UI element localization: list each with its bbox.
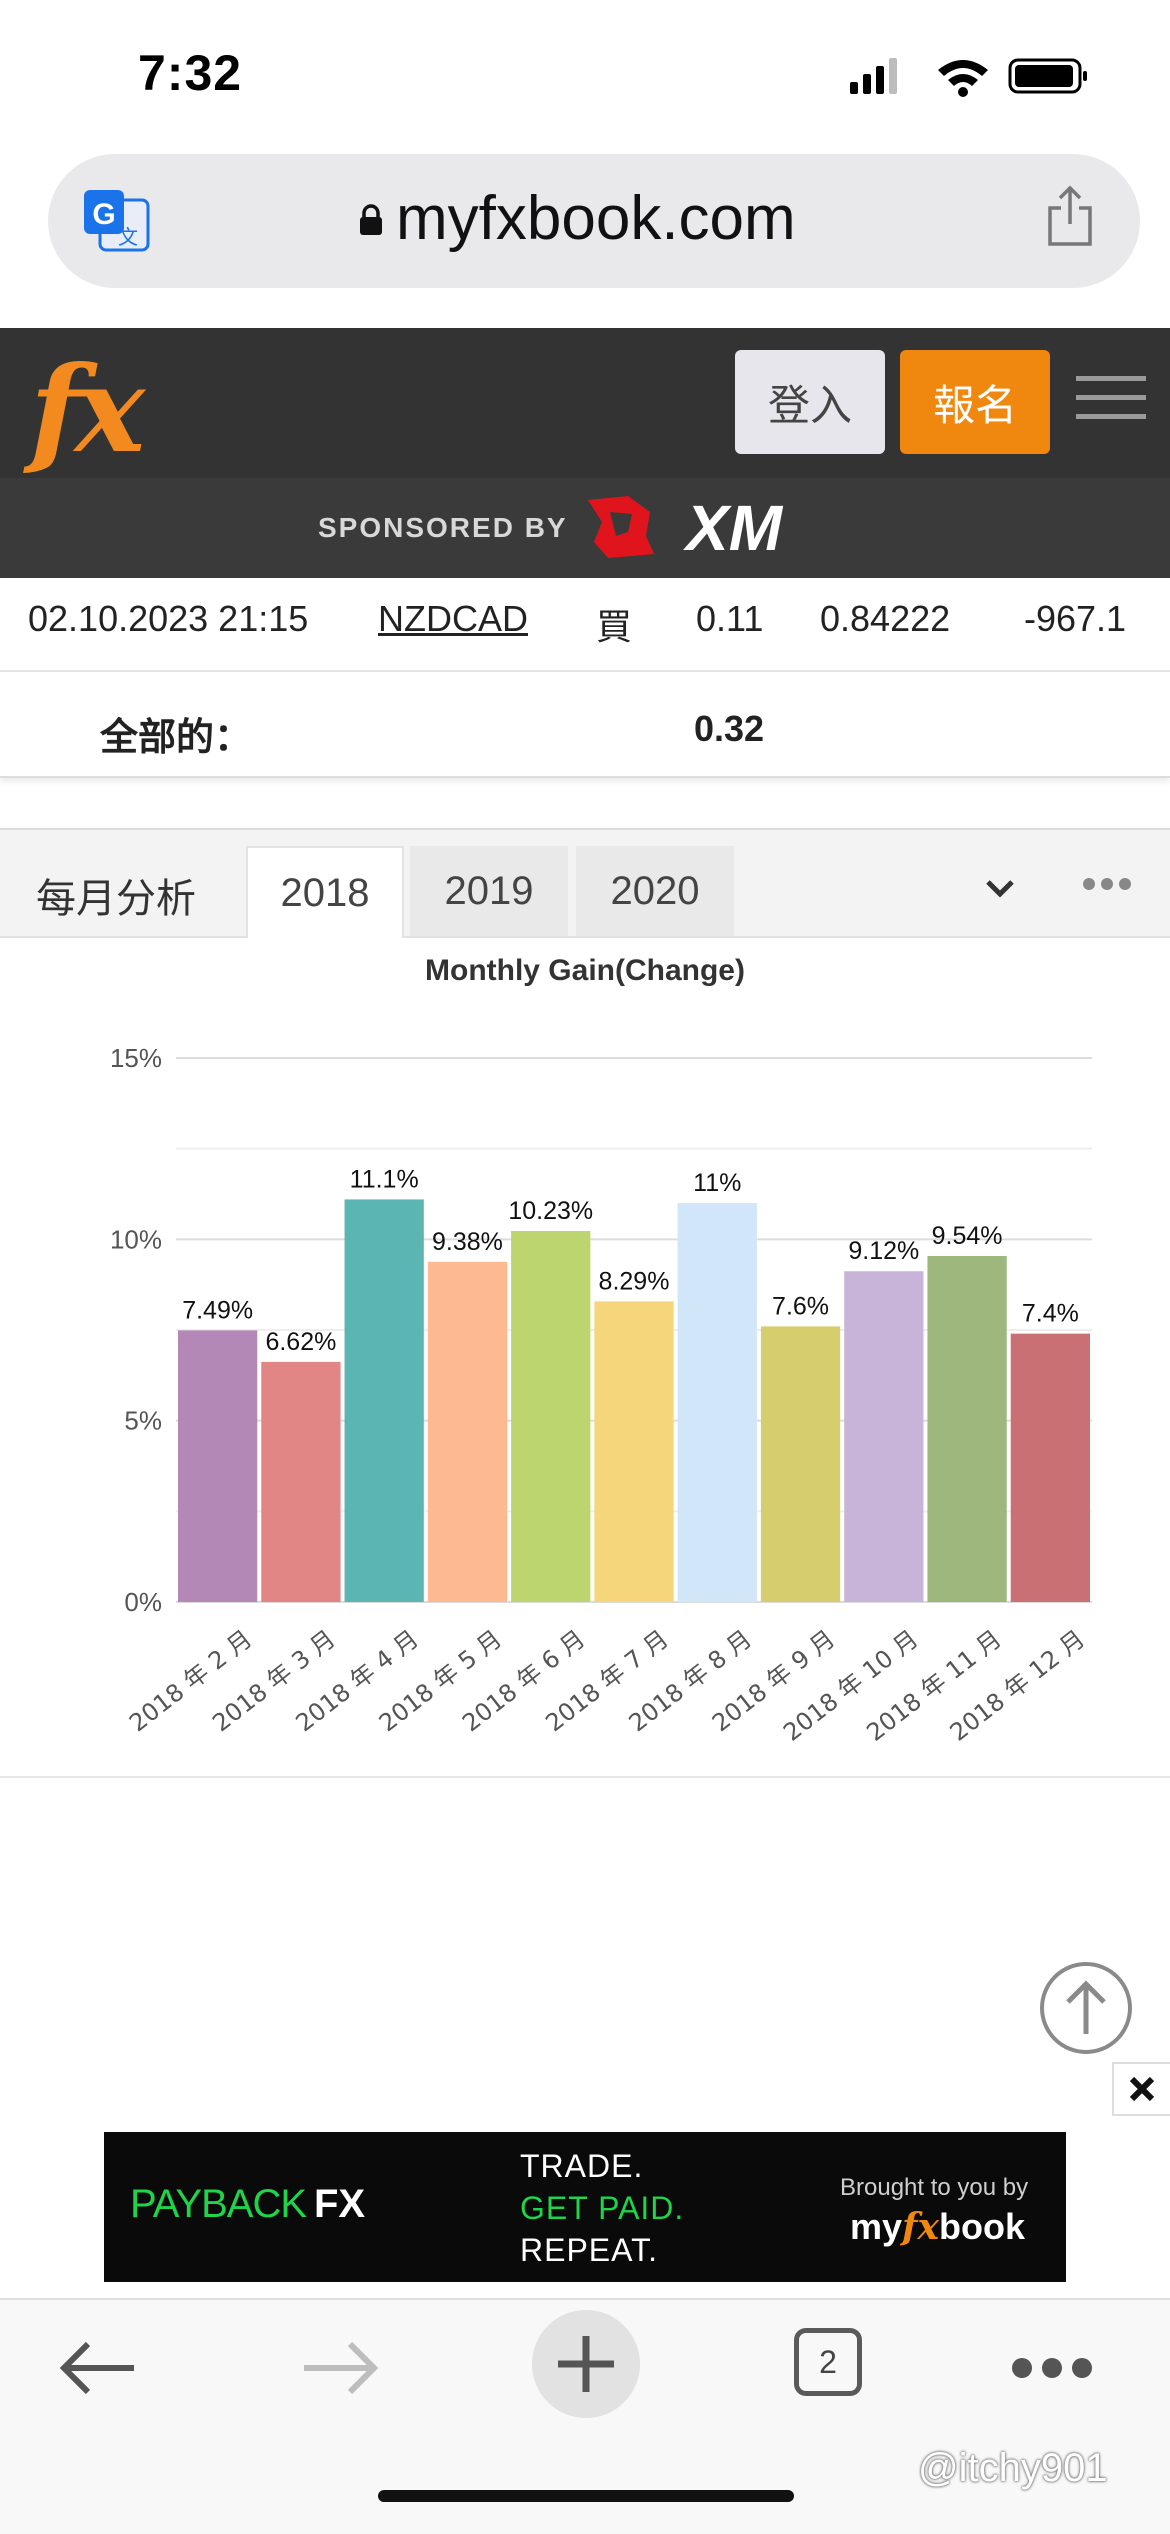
- bar[interactable]: [594, 1301, 674, 1602]
- bar-value-label: 7.4%: [1022, 1300, 1079, 1328]
- svg-text:文: 文: [118, 225, 138, 249]
- tab-2020[interactable]: 2020: [576, 846, 734, 936]
- bar[interactable]: [178, 1330, 258, 1602]
- bar-value-label: 10.23%: [508, 1197, 593, 1225]
- y-tick-label: 5%: [124, 1406, 162, 1436]
- ad-brought-by: Brought to you by: [840, 2174, 1029, 2201]
- sponsor-label: SPONSORED BY: [318, 512, 568, 543]
- home-indicator: [378, 2490, 794, 2502]
- battery-icon: [1008, 58, 1087, 94]
- svg-text:G: G: [92, 198, 115, 231]
- bar-value-label: 8.29%: [599, 1267, 670, 1295]
- ad-logo-fx: fx: [902, 2206, 939, 2248]
- forward-arrow-icon[interactable]: [300, 2338, 380, 2398]
- tabs-count-button[interactable]: 2: [794, 2328, 862, 2396]
- chart-title: Monthly Gain(Change): [425, 954, 745, 987]
- ad-myfxbook-logo: myfxbook: [850, 2206, 1025, 2248]
- site-logo[interactable]: fx: [30, 340, 145, 479]
- bar-value-label: 7.6%: [772, 1292, 829, 1320]
- trade-price: 0.84222: [820, 598, 951, 639]
- monthly-gain-chart: Monthly Gain(Change) 0% 5% 10% 15% 7.49% 6.6…: [110, 954, 1092, 1747]
- total-value: 0.32: [694, 708, 765, 749]
- y-tick-label: 10%: [110, 1224, 162, 1254]
- bar-value-label: 7.49%: [182, 1296, 253, 1324]
- signal-icon: [850, 58, 897, 94]
- sponsor-strip: [0, 478, 1170, 578]
- new-tab-button[interactable]: [532, 2310, 640, 2418]
- tab-2018[interactable]: 2018: [246, 846, 404, 938]
- address-bar[interactable]: [48, 154, 1140, 288]
- lock-icon: [360, 204, 382, 235]
- ad-logo-book: book: [938, 2206, 1025, 2247]
- y-tick-label: 15%: [110, 1043, 162, 1073]
- ad-logo-my: my: [850, 2206, 903, 2247]
- trade-lots: 0.11: [696, 598, 764, 639]
- share-icon[interactable]: [1044, 184, 1096, 248]
- ad-line-3: REPEAT.: [520, 2232, 658, 2268]
- menu-icon[interactable]: [1076, 374, 1146, 422]
- chart-bottom-divider: [0, 1776, 1170, 1778]
- url-text[interactable]: myfxbook.com: [396, 184, 796, 253]
- bar[interactable]: [844, 1271, 924, 1602]
- ad-line-1: TRADE.: [520, 2148, 644, 2184]
- ad-line-2: GET PAID.: [520, 2190, 685, 2226]
- trade-symbol-link[interactable]: NZDCAD: [378, 598, 528, 639]
- back-arrow-icon[interactable]: [58, 2338, 138, 2398]
- chevron-down-icon[interactable]: [984, 876, 1016, 900]
- ad-banner[interactable]: [104, 2132, 1066, 2282]
- close-ad-button[interactable]: [1112, 2062, 1170, 2116]
- trade-type: 買: [596, 606, 633, 647]
- bar[interactable]: [261, 1361, 341, 1602]
- bar[interactable]: [927, 1256, 1007, 1602]
- bar-value-label: 9.38%: [432, 1228, 503, 1256]
- y-axis-ticks: 0% 5% 10% 15%: [110, 1043, 162, 1617]
- bar[interactable]: [511, 1230, 591, 1602]
- bar-value-label: 11%: [693, 1169, 741, 1197]
- signup-button[interactable]: 報名: [900, 350, 1050, 454]
- section-title: 每月分析: [36, 877, 196, 921]
- more-menu-icon[interactable]: [1010, 2356, 1094, 2380]
- bar[interactable]: [760, 1326, 841, 1602]
- bar-value-label: 9.54%: [932, 1222, 1003, 1250]
- ad-fx-text: FX: [314, 2182, 366, 2226]
- more-options-icon[interactable]: [1082, 876, 1132, 892]
- tab-2019[interactable]: 2019: [410, 846, 568, 936]
- status-time: 7:32: [138, 45, 243, 101]
- wifi-icon: [938, 60, 988, 97]
- chart-bars: [178, 1199, 1090, 1602]
- row-divider: [0, 670, 1170, 672]
- status-icons: [850, 58, 1087, 97]
- bar-value-label: 11.1%: [350, 1165, 419, 1193]
- bar[interactable]: [344, 1199, 424, 1602]
- bar-value-label: 9.12%: [848, 1237, 919, 1265]
- total-label: 全部的：: [100, 717, 253, 759]
- bar[interactable]: [677, 1203, 757, 1602]
- xm-logo[interactable]: XM: [588, 492, 828, 562]
- y-tick-label: 0%: [124, 1587, 162, 1617]
- trade-date: 02.10.2023 21:15: [28, 598, 309, 639]
- scroll-to-top-icon[interactable]: [1038, 1960, 1134, 2056]
- xm-logo-text: XM: [683, 492, 784, 562]
- bar[interactable]: [1010, 1333, 1090, 1602]
- trade-table: [0, 578, 1170, 778]
- translate-icon[interactable]: G 文: [82, 186, 152, 256]
- bar-value-labels: 7.49% 6.62% 11.1% 9.38%10.23% 8.29% 11% 7.6% 9.…: [182, 1165, 1079, 1355]
- bar-value-label: 6.62%: [265, 1328, 336, 1356]
- login-button[interactable]: 登入: [735, 350, 885, 454]
- bar[interactable]: [427, 1261, 508, 1602]
- watermark: @itchy901: [918, 2446, 1108, 2490]
- trade-profit: -967.1: [1024, 598, 1127, 639]
- ad-payback-text: PAYBACK: [130, 2182, 307, 2226]
